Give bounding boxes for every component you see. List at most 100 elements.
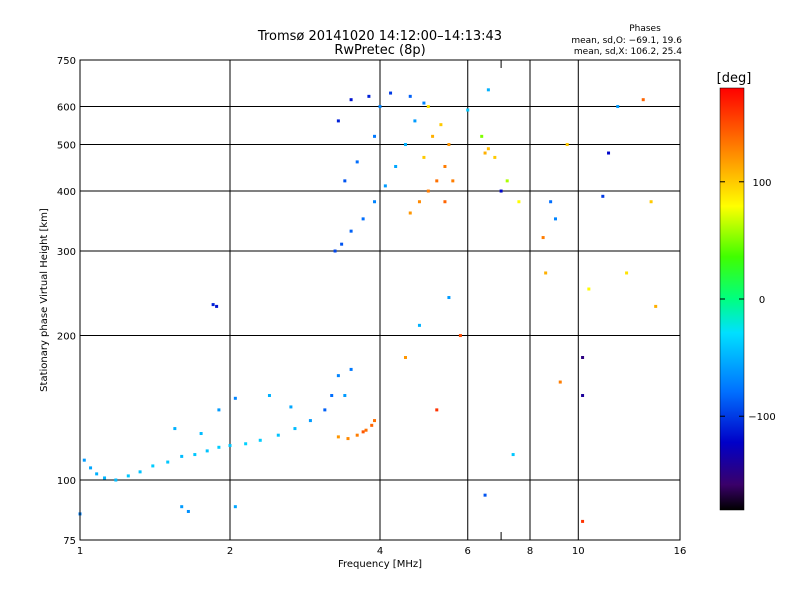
y-tick-label: 75 bbox=[63, 536, 76, 547]
chart-subtitle: RwPretec (8p) bbox=[334, 43, 425, 58]
data-point bbox=[244, 442, 248, 446]
x-tick-label: 6 bbox=[465, 546, 471, 557]
y-tick-label: 500 bbox=[57, 141, 76, 152]
data-point bbox=[493, 155, 497, 159]
data-point bbox=[349, 98, 353, 102]
data-point bbox=[439, 123, 443, 127]
plot-frame bbox=[79, 59, 681, 541]
data-point bbox=[408, 211, 412, 215]
data-point bbox=[541, 236, 545, 240]
data-point bbox=[499, 189, 503, 193]
data-point bbox=[486, 88, 490, 92]
x-axis-ticks: 1 2 4 6 8 10 16 bbox=[77, 60, 687, 557]
data-point bbox=[355, 160, 359, 164]
data-point bbox=[587, 287, 591, 291]
data-point bbox=[370, 423, 374, 427]
data-point bbox=[267, 394, 271, 398]
grid-lines bbox=[80, 60, 680, 540]
data-point bbox=[511, 453, 515, 457]
data-point bbox=[435, 179, 439, 183]
data-point bbox=[211, 303, 215, 307]
data-point bbox=[373, 200, 377, 204]
data-point bbox=[323, 408, 327, 412]
stats-o-mode: mean, sd,O: −69.1, 19.6 bbox=[571, 36, 682, 46]
data-point bbox=[383, 184, 387, 188]
y-axis-label: Stationary phase Virtual Height [km] bbox=[39, 208, 50, 392]
data-point bbox=[581, 519, 585, 523]
data-point bbox=[180, 454, 184, 458]
x-tick-label: 10 bbox=[572, 546, 585, 557]
colorbar-ticks: 100 0 −100 bbox=[720, 178, 776, 423]
y-axis-ticks: 75 100 200 300 400 500 600 750 bbox=[57, 56, 76, 547]
data-point bbox=[413, 119, 417, 123]
data-point bbox=[505, 179, 509, 183]
data-point bbox=[426, 189, 430, 193]
data-point bbox=[114, 478, 118, 482]
data-point bbox=[340, 242, 344, 246]
data-point bbox=[333, 249, 337, 253]
data-point bbox=[215, 304, 219, 308]
data-point bbox=[447, 143, 451, 147]
data-point bbox=[553, 217, 557, 221]
data-point bbox=[373, 419, 377, 423]
data-point bbox=[166, 460, 170, 464]
data-point bbox=[601, 194, 605, 198]
data-point bbox=[447, 296, 451, 300]
data-point bbox=[426, 105, 430, 109]
data-point bbox=[293, 427, 297, 431]
data-point bbox=[103, 476, 107, 480]
data-point bbox=[276, 433, 280, 437]
data-point bbox=[173, 427, 177, 431]
data-point bbox=[641, 98, 645, 102]
data-point bbox=[451, 179, 455, 183]
colorbar-tick-label: 100 bbox=[752, 178, 771, 189]
data-point bbox=[649, 200, 653, 204]
data-point bbox=[466, 108, 470, 112]
data-point bbox=[403, 143, 407, 147]
data-point bbox=[349, 367, 353, 371]
data-point bbox=[336, 435, 340, 439]
data-point bbox=[483, 493, 487, 497]
x-tick-label: 8 bbox=[527, 546, 533, 557]
y-tick-label: 600 bbox=[57, 103, 76, 114]
data-point bbox=[199, 432, 203, 436]
data-point bbox=[389, 91, 393, 95]
data-point bbox=[186, 509, 190, 513]
data-point bbox=[361, 217, 365, 221]
data-point bbox=[558, 380, 562, 384]
data-point bbox=[258, 438, 262, 442]
data-point bbox=[435, 408, 439, 412]
x-axis-label: Frequency [MHz] bbox=[338, 559, 422, 570]
data-point bbox=[355, 433, 359, 437]
x-tick-label: 16 bbox=[674, 546, 687, 557]
data-point bbox=[549, 200, 553, 204]
data-point bbox=[378, 105, 382, 109]
data-point bbox=[336, 374, 340, 378]
data-point bbox=[343, 179, 347, 183]
x-tick-label: 2 bbox=[227, 546, 233, 557]
data-point bbox=[308, 419, 312, 423]
y-tick-label: 100 bbox=[57, 476, 76, 487]
data-point bbox=[422, 155, 426, 159]
data-point bbox=[361, 430, 365, 434]
stats-title: Phases bbox=[629, 24, 661, 34]
data-point bbox=[607, 151, 611, 155]
colorbar-tick-label: −100 bbox=[748, 412, 775, 423]
data-point bbox=[364, 428, 368, 432]
data-point bbox=[486, 147, 490, 151]
y-tick-label: 400 bbox=[57, 187, 76, 198]
data-point bbox=[180, 505, 184, 509]
data-point bbox=[458, 334, 462, 338]
y-tick-label: 750 bbox=[57, 56, 76, 67]
data-point bbox=[193, 453, 197, 457]
x-tick-label: 4 bbox=[377, 546, 383, 557]
data-point bbox=[138, 470, 142, 474]
x-tick-label: 1 bbox=[77, 546, 83, 557]
data-point bbox=[544, 271, 548, 275]
data-point bbox=[151, 464, 155, 468]
data-point bbox=[422, 101, 426, 105]
colorbar-label: [deg] bbox=[717, 71, 752, 86]
data-point bbox=[289, 405, 293, 409]
data-point bbox=[417, 323, 421, 327]
